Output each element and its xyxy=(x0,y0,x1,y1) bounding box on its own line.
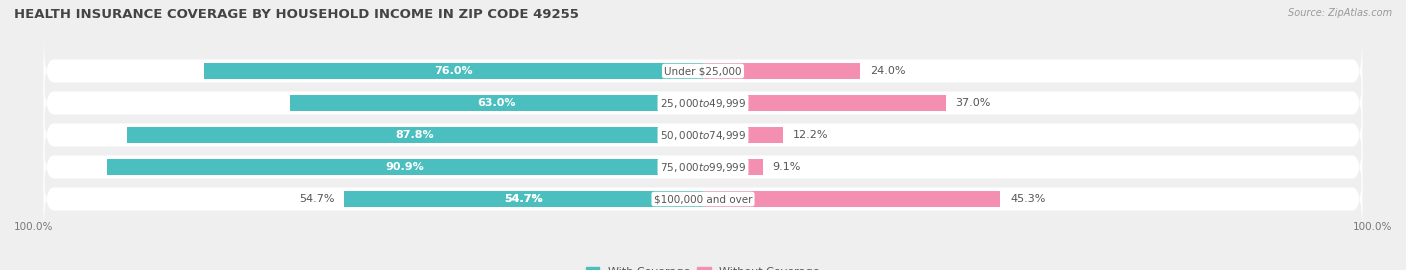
Text: Under $25,000: Under $25,000 xyxy=(664,66,742,76)
FancyBboxPatch shape xyxy=(44,99,1362,171)
Text: 45.3%: 45.3% xyxy=(1010,194,1046,204)
FancyBboxPatch shape xyxy=(44,35,1362,107)
Bar xyxy=(703,191,1000,207)
Text: 12.2%: 12.2% xyxy=(793,130,828,140)
Text: $25,000 to $49,999: $25,000 to $49,999 xyxy=(659,96,747,110)
Text: 54.7%: 54.7% xyxy=(298,194,335,204)
Bar xyxy=(344,191,703,207)
Bar xyxy=(703,95,946,111)
FancyBboxPatch shape xyxy=(44,66,1362,140)
Bar xyxy=(703,63,860,79)
Text: Source: ZipAtlas.com: Source: ZipAtlas.com xyxy=(1288,8,1392,18)
Bar xyxy=(127,127,703,143)
Bar xyxy=(290,95,703,111)
Text: 87.8%: 87.8% xyxy=(395,130,434,140)
Legend: With Coverage, Without Coverage: With Coverage, Without Coverage xyxy=(582,262,824,270)
Text: 63.0%: 63.0% xyxy=(477,98,516,108)
Text: 90.9%: 90.9% xyxy=(385,162,425,172)
Bar xyxy=(204,63,703,79)
Text: 9.1%: 9.1% xyxy=(772,162,801,172)
FancyBboxPatch shape xyxy=(44,163,1362,235)
Text: $100,000 and over: $100,000 and over xyxy=(654,194,752,204)
Text: HEALTH INSURANCE COVERAGE BY HOUSEHOLD INCOME IN ZIP CODE 49255: HEALTH INSURANCE COVERAGE BY HOUSEHOLD I… xyxy=(14,8,579,21)
Bar xyxy=(703,159,762,175)
Text: 100.0%: 100.0% xyxy=(14,222,53,232)
FancyBboxPatch shape xyxy=(44,130,1362,204)
Text: $50,000 to $74,999: $50,000 to $74,999 xyxy=(659,129,747,141)
Text: 37.0%: 37.0% xyxy=(956,98,991,108)
Text: $75,000 to $99,999: $75,000 to $99,999 xyxy=(659,160,747,174)
Text: 54.7%: 54.7% xyxy=(505,194,543,204)
Text: 76.0%: 76.0% xyxy=(434,66,472,76)
Text: 24.0%: 24.0% xyxy=(870,66,905,76)
Bar xyxy=(703,127,783,143)
Bar xyxy=(107,159,703,175)
Text: 100.0%: 100.0% xyxy=(1353,222,1392,232)
Text: 54.7%: 54.7% xyxy=(505,194,543,204)
